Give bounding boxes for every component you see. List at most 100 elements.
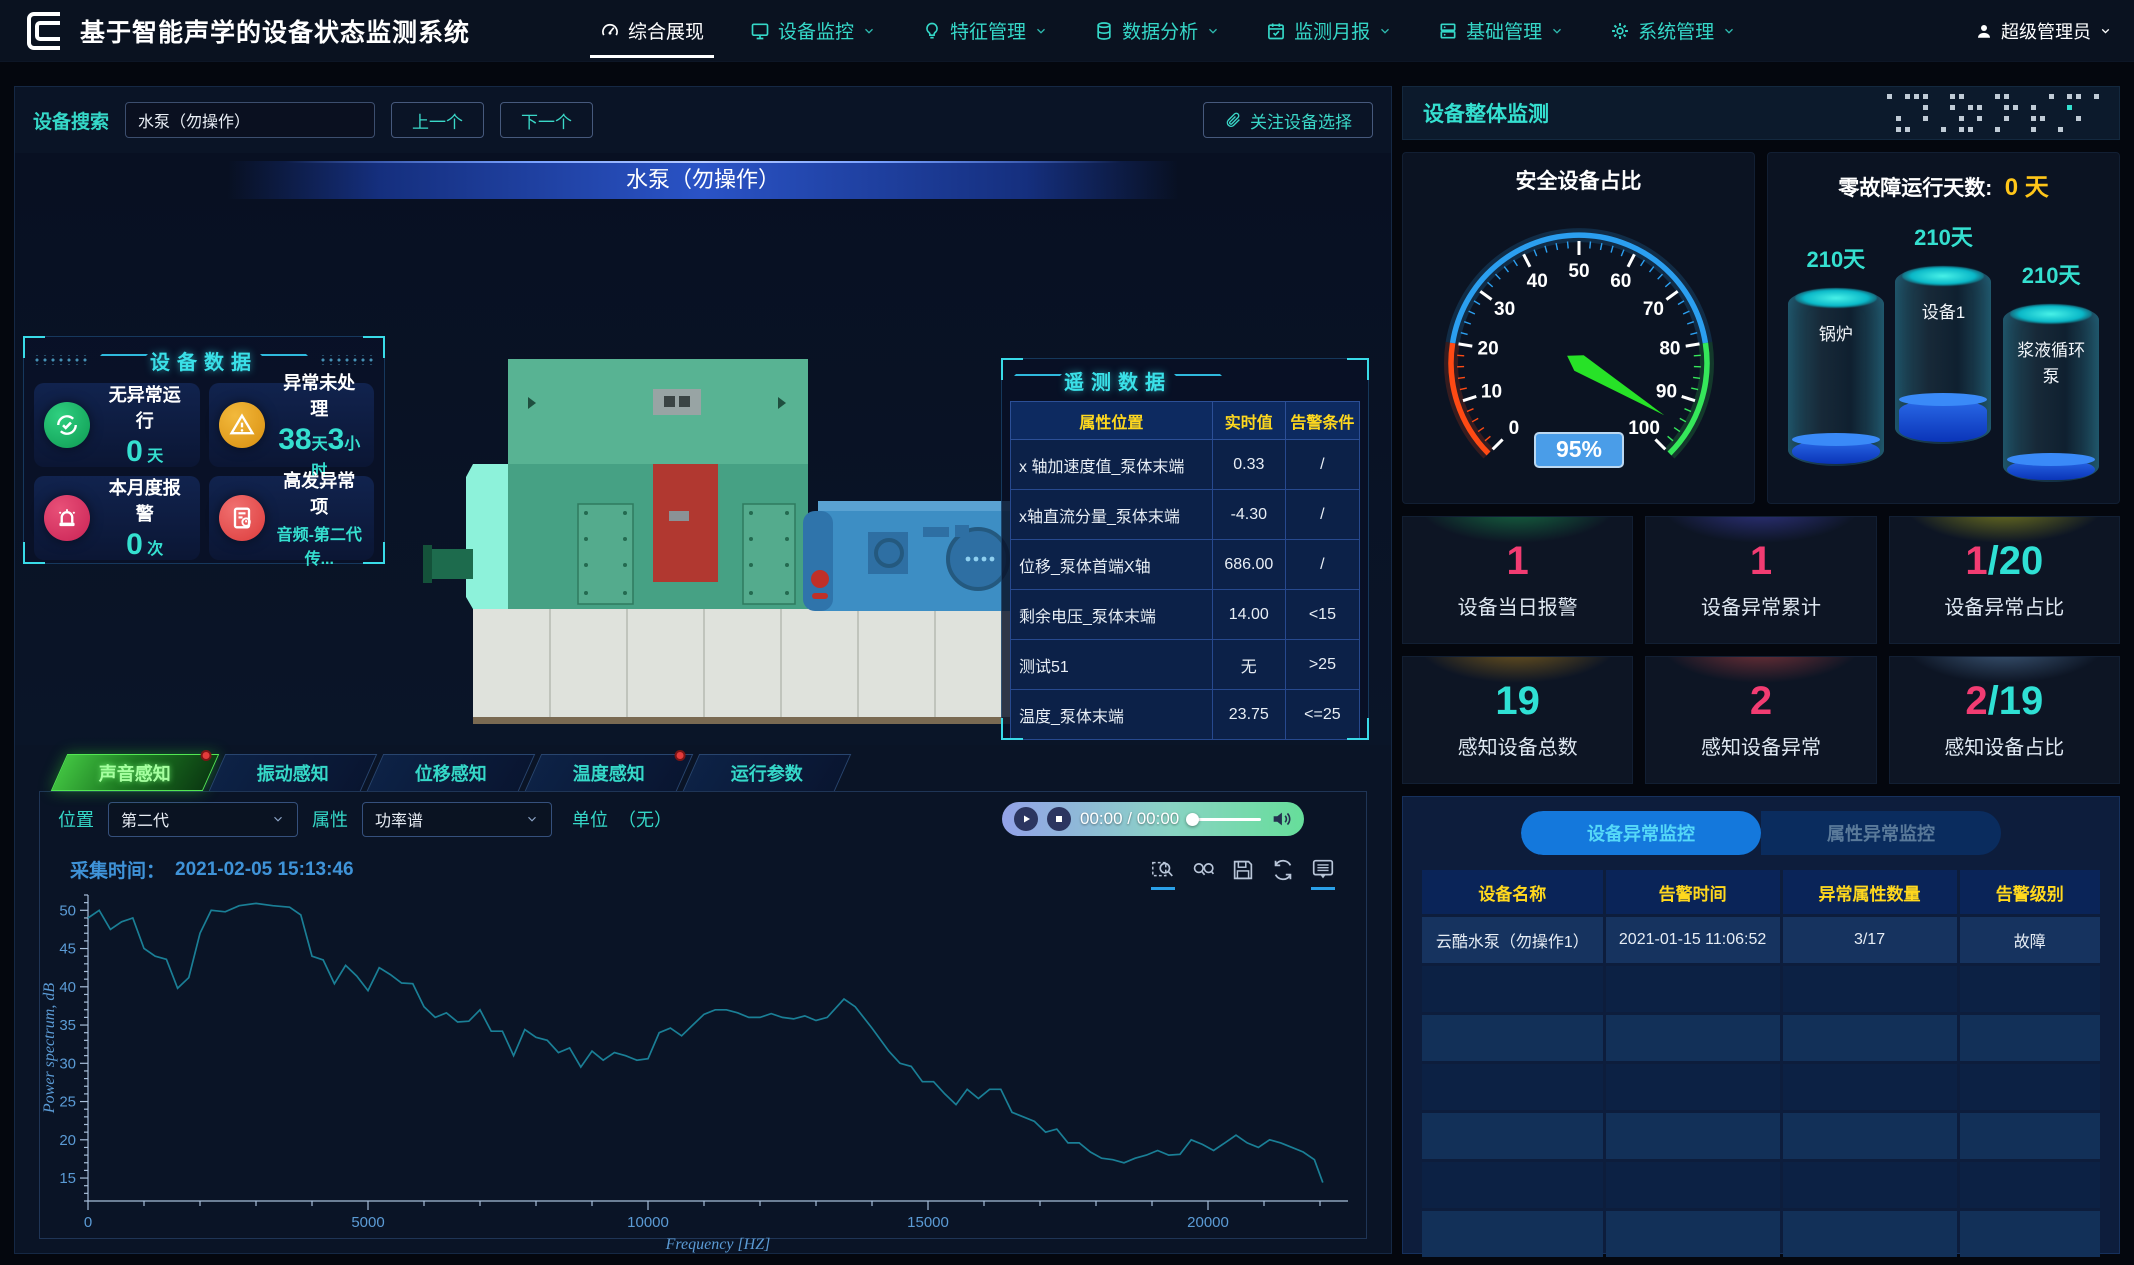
brand: 基于智能声学的设备状态监测系统 (22, 8, 470, 54)
svg-text:15: 15 (59, 1170, 76, 1187)
nav-item-3[interactable]: 特征管理 (922, 0, 1048, 62)
alarm-empty-cell (1606, 1113, 1780, 1159)
sense-tab-5[interactable]: 运行参数 (683, 754, 851, 791)
device-data-grid: 无异常运行0 天异常未处理38天3小时本月度报警0 次高发异常项音频-第二代传.… (34, 383, 374, 560)
dataview-icon[interactable] (1310, 857, 1336, 883)
nav-item-5[interactable]: 监测月报 (1266, 0, 1392, 62)
device-data-card-text: 本月度报警0 次 (100, 474, 190, 562)
play-button[interactable] (1014, 807, 1038, 831)
dot (1896, 127, 1901, 132)
seek-slider[interactable] (1188, 818, 1261, 821)
nav-item-4[interactable]: 数据分析 (1094, 0, 1220, 62)
nav-item-7[interactable]: 系统管理 (1610, 0, 1736, 62)
stat-value: 2/19 (1965, 681, 2043, 721)
dot (1959, 116, 1964, 121)
save-icon[interactable] (1230, 857, 1256, 883)
dot (1968, 127, 1973, 132)
notification-dot (201, 750, 212, 761)
position-select[interactable]: 第二代 (108, 802, 298, 837)
database-icon (1094, 21, 1114, 41)
zoom-select-icon[interactable] (1150, 857, 1176, 883)
dot (1977, 116, 1982, 121)
stat-card-1: 1设备当日报警 (1402, 516, 1633, 644)
dot (2058, 116, 2063, 121)
alarm-row-1[interactable]: 云酷水泵（勿操作1）2021-01-15 11:06:523/17故障 (1422, 917, 2100, 963)
sense-tab-4[interactable]: 温度感知 (525, 754, 693, 791)
dot (1923, 105, 1928, 110)
device-data-card-3: 本月度报警0 次 (34, 476, 200, 560)
sense-tab-1[interactable]: 声音感知 (51, 754, 219, 791)
right-panel: 设备整体监测 安全设备占比 010203040506070809010095% … (1402, 86, 2120, 1254)
app-title: 基于智能声学的设备状态监测系统 (80, 13, 470, 49)
dot (1887, 105, 1892, 110)
dot (1995, 116, 2000, 121)
bulb-icon (922, 21, 942, 41)
svg-text:0: 0 (84, 1214, 92, 1231)
sense-tab-2[interactable]: 振动感知 (209, 754, 377, 791)
telemetry-cond-cell: / (1285, 490, 1359, 540)
dot (2067, 127, 2072, 132)
dot (1914, 105, 1919, 110)
alarm-empty-row (1422, 1064, 2100, 1110)
tank-2: 210天设备1 (1891, 206, 1995, 482)
value-part: 次 (143, 541, 163, 558)
value-part: 38 (278, 423, 311, 456)
stat-value: 1 (1507, 541, 1529, 581)
stat-value-suffix: /19 (1988, 679, 2044, 723)
tank-name: 设备1 (1904, 300, 1982, 326)
dot (1932, 105, 1937, 110)
dot (1959, 127, 1964, 132)
next-device-button[interactable]: 下一个 (500, 102, 593, 138)
device-data-card-2: 异常未处理38天3小时 (209, 383, 375, 467)
alarm-tab-2[interactable]: 属性异常监控 (1761, 811, 2001, 855)
left-panel: 设备搜索 上一个 下一个 关注设备选择 水泵（勿操作） (14, 86, 1392, 1254)
dot (2013, 127, 2018, 132)
dot (1932, 127, 1937, 132)
nav-item-6[interactable]: 基础管理 (1438, 0, 1564, 62)
device-data-card-4: 高发异常项音频-第二代传... (209, 476, 375, 560)
dot (1950, 127, 1955, 132)
stop-button[interactable] (1047, 807, 1071, 831)
play-icon (1020, 813, 1032, 825)
svg-text:10000: 10000 (627, 1214, 669, 1231)
dot (2049, 94, 2054, 99)
value-part: 3 (328, 423, 345, 456)
focus-device-select-button[interactable]: 关注设备选择 (1203, 102, 1373, 138)
dot (1995, 94, 2000, 99)
user-menu[interactable]: 超级管理员 (1975, 18, 2112, 44)
dot (2094, 127, 2099, 132)
dot (2031, 127, 2036, 132)
dot (1905, 127, 1910, 132)
device-data-card-text: 无异常运行0 天 (100, 381, 190, 469)
telemetry-value-cell: 无 (1212, 640, 1285, 690)
device-data-card-title: 无异常运行 (100, 381, 190, 433)
machine-3d-model[interactable] (323, 249, 1083, 729)
alarm-tab-1[interactable]: 设备异常监控 (1521, 811, 1761, 855)
dot (1968, 116, 1973, 121)
prev-device-button[interactable]: 上一个 (391, 102, 484, 138)
device-search-input[interactable] (125, 102, 375, 138)
alarm-empty-cell (1960, 966, 2101, 1012)
telemetry-row-2: x轴直流分量_泵体末端-4.30/ (1011, 490, 1360, 540)
sense-tab-bar: 声音感知振动感知位移感知温度感知运行参数 (15, 745, 1391, 791)
stat-label: 设备异常累计 (1701, 591, 1821, 620)
attribute-select[interactable]: 功率谱 (362, 802, 552, 837)
spectrum-chart[interactable]: 152025303540455005000100001500020000Freq… (40, 883, 1368, 1253)
tank-top-glow (1795, 288, 1877, 308)
nav-item-1[interactable]: 综合展现 (600, 0, 704, 62)
nav-item-2[interactable]: 设备监控 (750, 0, 876, 62)
dot (1932, 94, 1937, 99)
volume-icon[interactable] (1270, 808, 1292, 830)
telemetry-header-cell: 实时值 (1212, 402, 1285, 440)
zoom-reset-icon[interactable] (1190, 857, 1216, 883)
safety-gauge: 010203040506070809010095% (1409, 195, 1749, 495)
stat-value-main: 2 (1965, 679, 1987, 723)
model-viewport[interactable]: 水泵（勿操作） (15, 153, 1391, 745)
dot (2085, 116, 2090, 121)
alarm-empty-cell (1960, 1162, 2101, 1208)
sense-tab-3[interactable]: 位移感知 (367, 754, 535, 791)
dot (1977, 127, 1982, 132)
seek-knob[interactable] (1186, 813, 1199, 826)
dot (2067, 116, 2072, 121)
refresh-icon[interactable] (1270, 857, 1296, 883)
